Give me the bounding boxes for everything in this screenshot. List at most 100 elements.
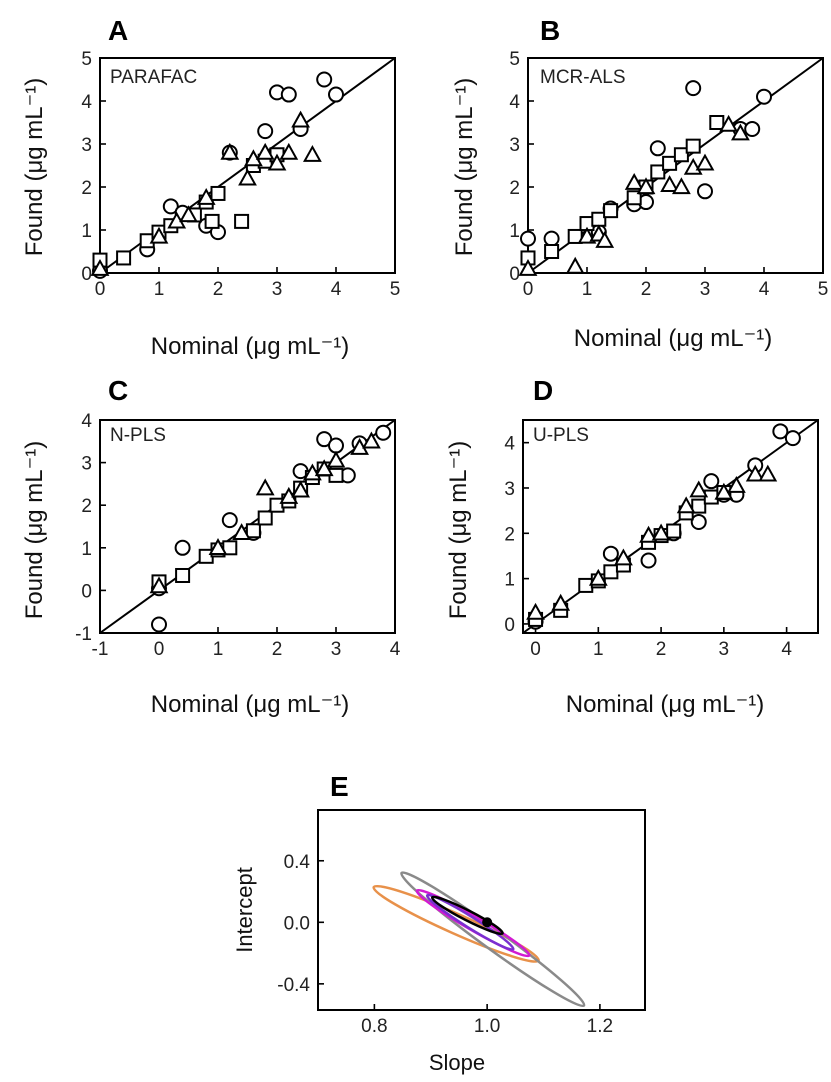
x-tick-label-d: 3 xyxy=(719,639,730,660)
square-point-c xyxy=(257,510,273,526)
circle-point-c xyxy=(174,539,191,556)
x-axis-label-b: Nominal (μg mL⁻¹) xyxy=(574,325,773,352)
circle-point-a xyxy=(257,123,274,140)
triangle-point-d xyxy=(676,496,696,514)
x-tick-label-c: 1 xyxy=(213,639,224,660)
panel-letter-d: D xyxy=(533,375,553,406)
square-point-b xyxy=(626,190,642,206)
triangle-point-a xyxy=(179,205,198,223)
x-tick-label-c: -1 xyxy=(92,639,109,660)
triangle-point-b xyxy=(695,153,715,171)
y-tick-label-c: 4 xyxy=(81,411,92,432)
confidence-ellipse-5 xyxy=(430,895,504,936)
triangle-point-a xyxy=(291,110,310,128)
triangle-point-a xyxy=(267,153,287,171)
square-point-d xyxy=(603,564,619,580)
triangle-point-b xyxy=(624,172,644,190)
method-label-c: N-PLS xyxy=(110,425,166,446)
triangle-point-a xyxy=(90,258,110,276)
y-axis-label-d: Found (μg mL⁻¹) xyxy=(445,441,472,620)
triangle-point-b xyxy=(565,256,585,274)
circle-point-b xyxy=(685,80,702,97)
square-point-b xyxy=(673,147,689,163)
triangle-point-a xyxy=(255,142,275,160)
panel-d: D U-PLS Nominal (μg mL⁻¹) Found (μg mL⁻¹… xyxy=(445,375,819,718)
circle-point-b xyxy=(756,88,772,105)
x-tick-label-a: 0 xyxy=(95,279,106,300)
triangle-point-b xyxy=(731,123,750,141)
y-tick-label-e: 0.4 xyxy=(284,852,311,873)
y-tick-label-b: 3 xyxy=(509,135,520,156)
y-tick-label-d: 4 xyxy=(504,434,515,455)
panel-b: B MCR-ALS Nominal (μg mL⁻¹) Found (μg mL… xyxy=(451,15,828,352)
triangle-point-d xyxy=(727,475,746,493)
circle-point-c xyxy=(375,424,392,441)
circle-point-d xyxy=(703,473,720,490)
circle-point-d xyxy=(640,552,657,569)
y-tick-label-d: 3 xyxy=(504,479,515,500)
triangle-point-b xyxy=(595,230,615,248)
square-point-a xyxy=(234,213,250,229)
square-point-d xyxy=(666,523,682,539)
y-tick-label-c: 1 xyxy=(81,539,92,560)
panel-letter-a: A xyxy=(108,15,128,46)
x-tick-label-a: 5 xyxy=(390,279,401,300)
y-tick-label-a: 0 xyxy=(81,264,92,285)
triangle-point-c xyxy=(314,459,334,477)
x-tick-label-c: 4 xyxy=(390,639,401,660)
y-tick-label-a: 5 xyxy=(81,49,92,70)
triangle-point-d xyxy=(651,523,671,541)
circle-point-a xyxy=(316,71,333,88)
x-tick-label-c: 0 xyxy=(154,639,165,660)
y-tick-label-c: 2 xyxy=(81,496,92,517)
square-point-b xyxy=(685,138,701,154)
confidence-ellipse-2 xyxy=(400,871,586,1008)
triangle-point-d xyxy=(758,464,778,482)
x-axis-label-d: Nominal (μg mL⁻¹) xyxy=(566,691,765,718)
square-point-b xyxy=(603,203,619,219)
y-tick-label-b: 4 xyxy=(509,92,520,113)
square-point-b xyxy=(709,115,725,130)
triangle-point-d xyxy=(551,593,571,611)
method-label-b: MCR-ALS xyxy=(540,67,626,88)
y-tick-label-b: 0 xyxy=(509,264,520,285)
square-point-b xyxy=(650,164,666,180)
y-tick-label-d: 0 xyxy=(504,615,515,636)
triangle-point-c xyxy=(149,576,169,594)
y-axis-label-e: Intercept xyxy=(232,867,257,953)
method-label-a: PARAFAC xyxy=(110,67,197,88)
triangle-point-b xyxy=(518,258,538,276)
triangle-point-a xyxy=(238,168,257,186)
x-tick-label-a: 2 xyxy=(213,279,224,300)
plot-frame-e xyxy=(317,809,646,1011)
circle-point-c xyxy=(328,437,344,454)
circle-point-d xyxy=(772,423,789,440)
x-tick-label-a: 1 xyxy=(154,279,165,300)
x-tick-label-b: 5 xyxy=(818,279,829,300)
square-point-a xyxy=(116,250,132,266)
circle-point-b xyxy=(543,230,560,247)
x-tick-label-e: 0.8 xyxy=(361,1016,387,1037)
plot-frame-a xyxy=(99,57,396,274)
x-tick-label-c: 2 xyxy=(272,639,283,660)
ideal-point-marker xyxy=(482,917,493,928)
triangle-point-d xyxy=(639,525,658,543)
y-tick-label-b: 2 xyxy=(509,178,520,199)
square-point-c xyxy=(175,567,191,583)
circle-point-d xyxy=(690,513,707,530)
y-tick-label-c: 3 xyxy=(81,454,92,475)
triangle-point-d xyxy=(526,602,545,620)
triangle-point-a xyxy=(279,142,299,160)
triangle-point-d xyxy=(614,548,633,566)
circle-point-d xyxy=(602,545,619,562)
x-axis-label-c: Nominal (μg mL⁻¹) xyxy=(151,691,350,718)
confidence-ellipse-4 xyxy=(425,893,515,951)
plot-frame-c xyxy=(99,419,396,634)
x-tick-label-d: 4 xyxy=(781,639,792,660)
x-tick-label-b: 2 xyxy=(641,279,652,300)
circle-point-b xyxy=(649,140,666,157)
x-tick-label-e: 1.0 xyxy=(474,1016,500,1037)
y-tick-label-e: 0.0 xyxy=(284,913,310,934)
panel-letter-e: E xyxy=(330,771,349,802)
square-point-b xyxy=(544,244,560,259)
